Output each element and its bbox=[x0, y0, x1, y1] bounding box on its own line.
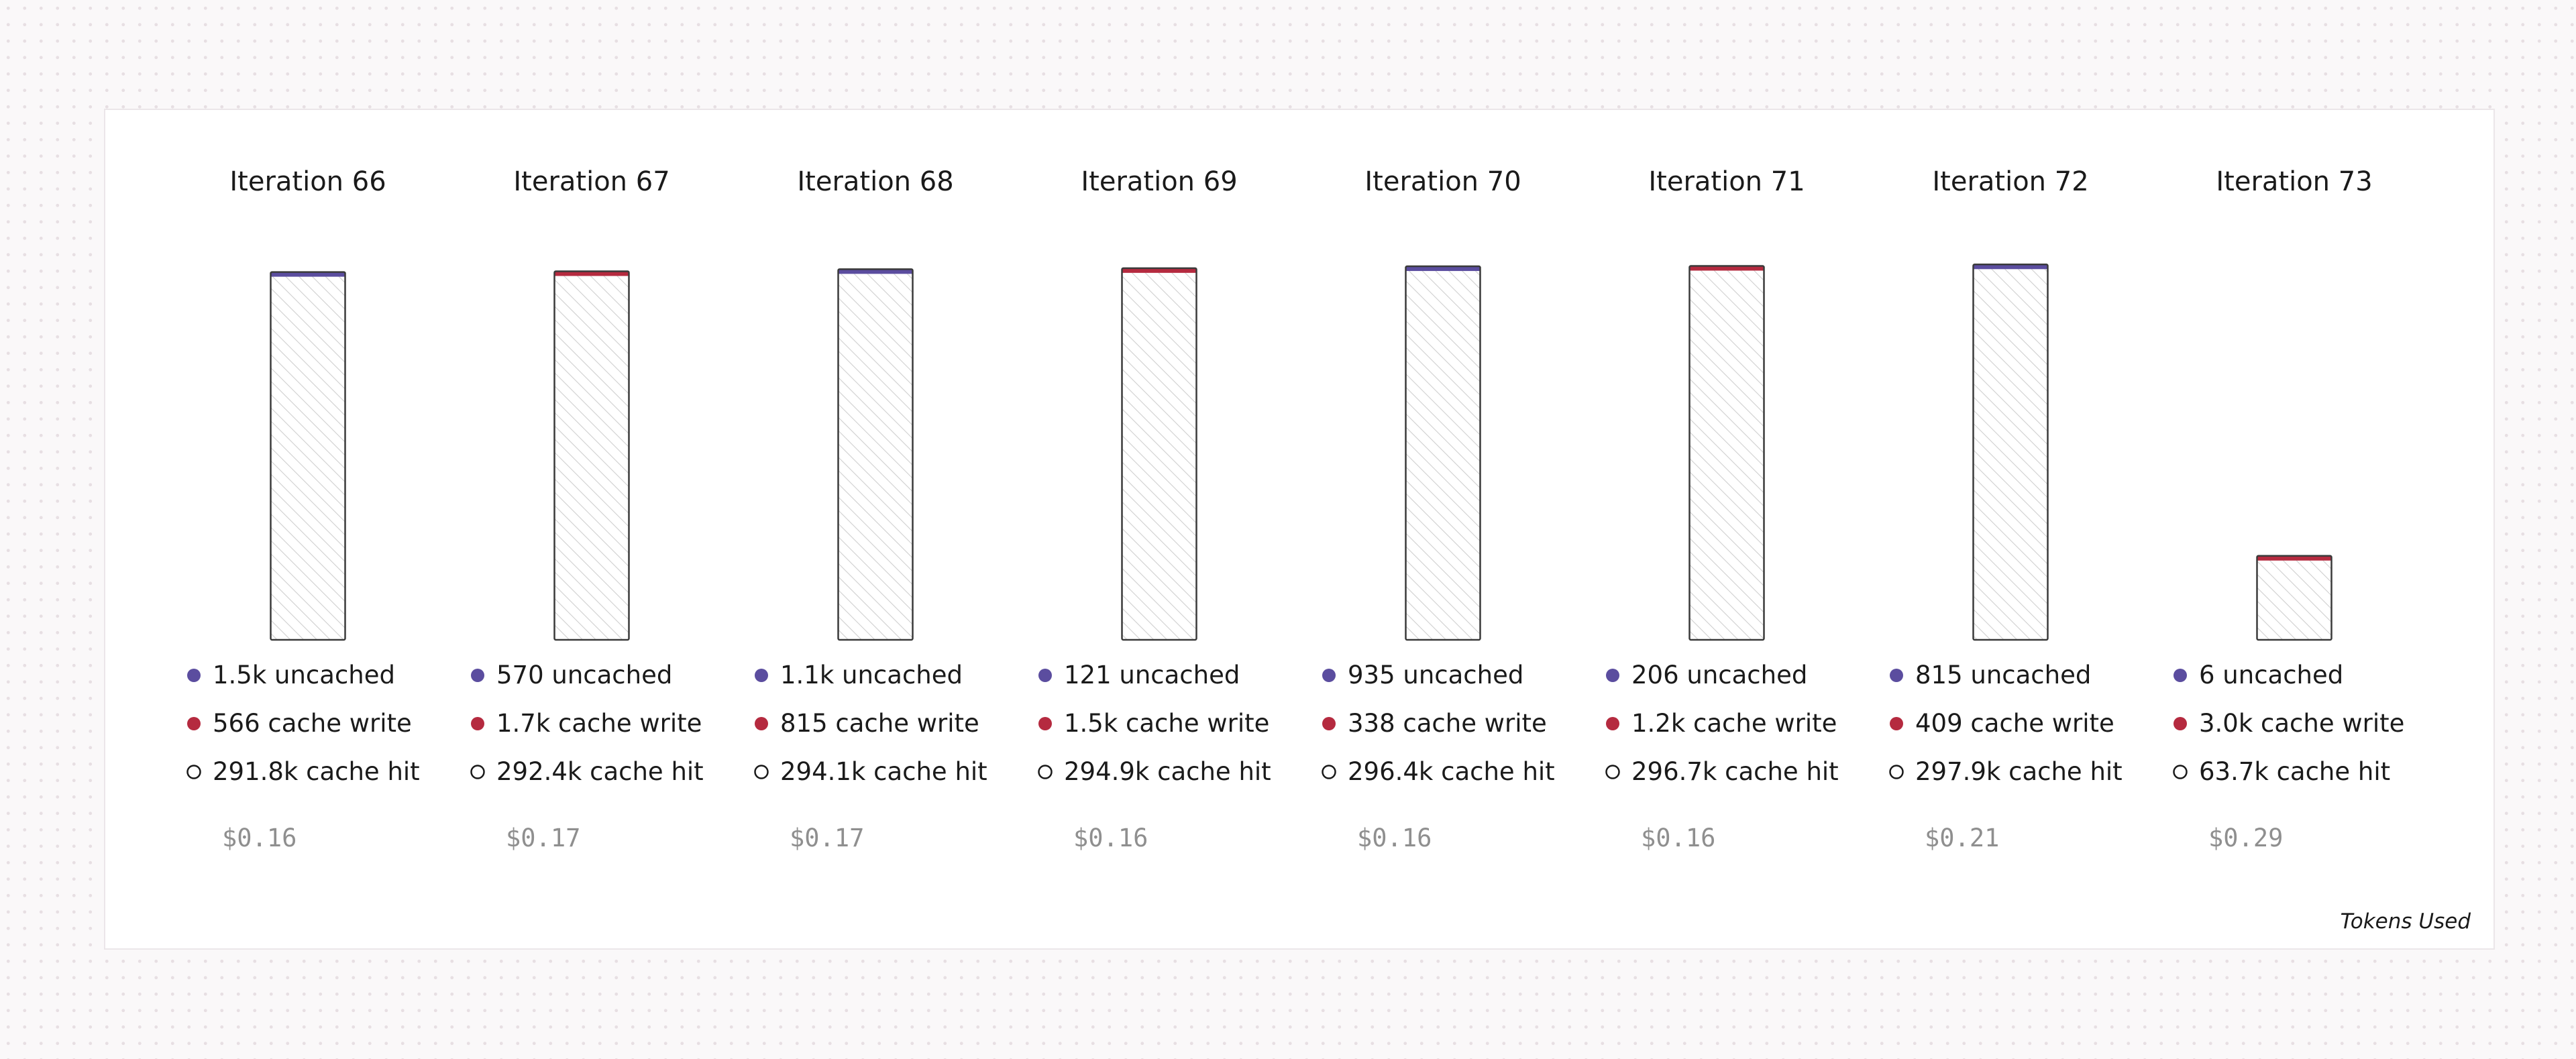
cost-label: $0.17 bbox=[506, 824, 580, 852]
iteration-column: Iteration 71 206 uncached 1.2k cache write… bbox=[1605, 166, 1839, 852]
cache-write-dot bbox=[1890, 717, 1903, 730]
uncached-dot bbox=[2174, 669, 2187, 682]
bar-cache-hit-hatch bbox=[1689, 270, 1764, 640]
bar-cache-hit-hatch bbox=[554, 276, 629, 640]
bar-uncached bbox=[270, 272, 345, 277]
iteration-column: Iteration 68 1.1k uncached 815 cache write… bbox=[754, 166, 987, 852]
cache-write-dot bbox=[471, 717, 484, 730]
iteration-title: Iteration 70 bbox=[1364, 166, 1521, 197]
legend-uncached: 6 uncached bbox=[2199, 661, 2343, 689]
iteration-column: Iteration 70 935 uncached 338 cache write 2… bbox=[1322, 166, 1555, 852]
bar-outline bbox=[270, 271, 346, 641]
bar-cache-write bbox=[1122, 268, 1197, 273]
cache-write-dot bbox=[2174, 717, 2187, 730]
bar-cache-hit-hatch bbox=[1405, 271, 1481, 640]
legend-cache-hit: 292.4k cache hit bbox=[496, 757, 704, 786]
cache-hit-dot bbox=[1038, 765, 1053, 779]
bar-cache-write bbox=[554, 271, 629, 276]
uncached-dot bbox=[1606, 669, 1619, 682]
bar-uncached bbox=[1973, 264, 2048, 270]
legend-uncached: 206 uncached bbox=[1631, 661, 1807, 689]
uncached-dot bbox=[755, 669, 768, 682]
chart-panel: Iteration 66 1.5k uncached 566 cache write… bbox=[104, 109, 2495, 950]
cache-write-dot bbox=[1606, 717, 1619, 730]
cache-write-dot bbox=[1322, 717, 1336, 730]
legend-cache-write: 409 cache write bbox=[1915, 709, 2114, 738]
cost-label: $0.16 bbox=[1073, 824, 1148, 852]
bar-outline bbox=[1688, 265, 1765, 641]
iteration-column: Iteration 66 1.5k uncached 566 cache write… bbox=[186, 166, 420, 852]
legend-cache-hit: 63.7k cache hit bbox=[2199, 757, 2390, 786]
cost-label: $0.16 bbox=[1641, 824, 1715, 852]
bar-outline bbox=[1121, 267, 1197, 641]
bar-outline bbox=[837, 268, 914, 641]
legend-uncached: 1.1k uncached bbox=[780, 661, 963, 689]
legend-cache-write: 566 cache write bbox=[213, 709, 412, 738]
cache-hit-dot bbox=[2173, 765, 2188, 779]
bar-cache-write bbox=[1689, 266, 1764, 271]
bar-cache-hit-hatch bbox=[2257, 560, 2332, 640]
legend-uncached: 815 uncached bbox=[1915, 661, 2091, 689]
legend-cache-hit: 296.7k cache hit bbox=[1631, 757, 1839, 786]
bar-cache-hit-hatch bbox=[838, 274, 913, 640]
bar-uncached bbox=[838, 269, 913, 274]
legend-cache-write: 1.5k cache write bbox=[1064, 709, 1269, 738]
legend-cache-hit: 297.9k cache hit bbox=[1915, 757, 2123, 786]
legend-cache-write: 338 cache write bbox=[1348, 709, 1547, 738]
uncached-dot bbox=[1890, 669, 1903, 682]
bar-cache-hit-hatch bbox=[1973, 269, 2048, 640]
cost-label: $0.17 bbox=[790, 824, 864, 852]
cache-write-dot bbox=[1038, 717, 1052, 730]
cache-hit-dot bbox=[470, 765, 485, 779]
cache-hit-dot bbox=[186, 765, 201, 779]
tokens-used-label: Tokens Used bbox=[2340, 909, 2471, 934]
legend-cache-hit: 294.1k cache hit bbox=[780, 757, 987, 786]
legend-cache-hit: 296.4k cache hit bbox=[1348, 757, 1555, 786]
uncached-dot bbox=[1322, 669, 1336, 682]
bar-outline bbox=[1405, 265, 1481, 641]
bar-outline bbox=[2256, 555, 2332, 641]
uncached-dot bbox=[471, 669, 484, 682]
iteration-title: Iteration 68 bbox=[797, 166, 953, 197]
legend-cache-hit: 294.9k cache hit bbox=[1064, 757, 1271, 786]
cache-hit-dot bbox=[1889, 765, 1904, 779]
cache-hit-dot bbox=[1605, 765, 1620, 779]
bar-outline bbox=[1972, 264, 2049, 641]
cache-hit-dot bbox=[754, 765, 769, 779]
iteration-title: Iteration 73 bbox=[2216, 166, 2372, 197]
iteration-column: Iteration 72 815 uncached 409 cache write 2… bbox=[1889, 166, 2123, 852]
cost-label: $0.21 bbox=[1925, 824, 1999, 852]
legend-cache-write: 815 cache write bbox=[780, 709, 979, 738]
bar-cache-write bbox=[2257, 555, 2332, 561]
uncached-dot bbox=[1038, 669, 1052, 682]
legend-uncached: 570 uncached bbox=[496, 661, 672, 689]
legend-cache-write: 1.7k cache write bbox=[496, 709, 702, 738]
cache-write-dot bbox=[187, 717, 201, 730]
iteration-title: Iteration 66 bbox=[229, 166, 386, 197]
iteration-column: Iteration 67 570 uncached 1.7k cache write… bbox=[470, 166, 704, 852]
legend-uncached: 121 uncached bbox=[1064, 661, 1240, 689]
legend-uncached: 935 uncached bbox=[1348, 661, 1523, 689]
cost-label: $0.16 bbox=[1357, 824, 1432, 852]
cost-label: $0.16 bbox=[222, 824, 297, 852]
iteration-title: Iteration 69 bbox=[1081, 166, 1237, 197]
cache-write-dot bbox=[755, 717, 768, 730]
cost-label: $0.29 bbox=[2208, 824, 2283, 852]
iteration-title: Iteration 72 bbox=[1932, 166, 2088, 197]
legend-cache-write: 3.0k cache write bbox=[2199, 709, 2404, 738]
iteration-title: Iteration 71 bbox=[1648, 166, 1805, 197]
iteration-title: Iteration 67 bbox=[513, 166, 669, 197]
token-usage-chart: Iteration 66 1.5k uncached 566 cache write… bbox=[186, 166, 2404, 852]
cache-hit-dot bbox=[1322, 765, 1336, 779]
bar-uncached bbox=[1405, 266, 1481, 272]
legend-cache-hit: 291.8k cache hit bbox=[213, 757, 420, 786]
iteration-column: Iteration 73 6 uncached 3.0k cache write 63… bbox=[2173, 166, 2404, 852]
bar-outline bbox=[553, 270, 630, 641]
uncached-dot bbox=[187, 669, 201, 682]
bar-cache-hit-hatch bbox=[270, 276, 345, 640]
legend-cache-write: 1.2k cache write bbox=[1631, 709, 1837, 738]
iteration-column: Iteration 69 121 uncached 1.5k cache write… bbox=[1038, 166, 1271, 852]
legend-uncached: 1.5k uncached bbox=[213, 661, 395, 689]
bar-cache-hit-hatch bbox=[1122, 272, 1197, 640]
